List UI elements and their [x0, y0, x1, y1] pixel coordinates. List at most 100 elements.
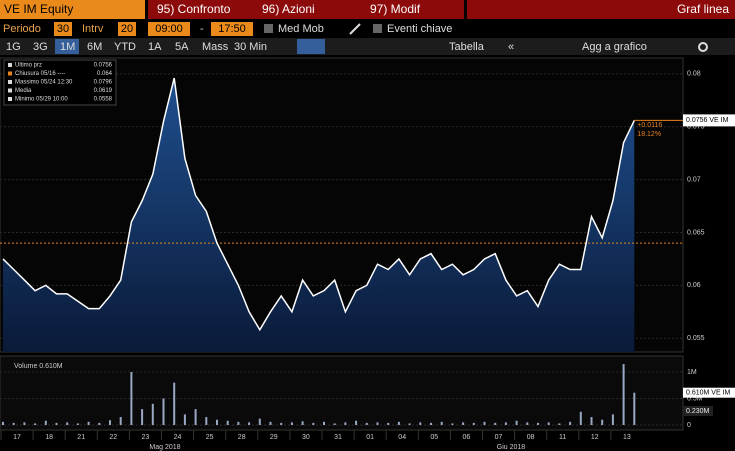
volume-bar: [87, 421, 90, 425]
volume-bar: [547, 422, 550, 425]
legend-name: Ultimo prz: [15, 63, 42, 69]
collapse-button[interactable]: «: [508, 41, 514, 53]
input: 17:50: [218, 23, 246, 35]
x-tick-label: 18: [45, 434, 53, 441]
volume-bar: [173, 382, 176, 425]
volume-bar: [76, 423, 79, 425]
x-tick-label: 08: [527, 434, 535, 441]
bar-size[interactable]: 30 Min: [234, 41, 267, 53]
volume-bar: [269, 421, 272, 425]
range-button[interactable]: 3G: [33, 41, 48, 53]
legend-key: [8, 88, 12, 93]
volume-bar: [290, 422, 293, 425]
legend-value: 0.064: [97, 71, 113, 77]
range-button[interactable]: 1M: [60, 41, 75, 53]
y-tick-label: 0.075: [687, 124, 705, 131]
range-button[interactable]: YTD: [114, 41, 136, 53]
label: Periodo: [3, 23, 41, 35]
input-box[interactable]: [211, 22, 253, 36]
input-box[interactable]: [148, 22, 190, 36]
range-button[interactable]: 1G: [6, 41, 21, 53]
ticker-box: [0, 0, 145, 19]
x-tick-label: 01: [366, 434, 374, 441]
input-box[interactable]: [118, 22, 136, 36]
volume-bar: [515, 420, 518, 425]
volume-bar: [611, 414, 614, 425]
volume-bar: [194, 409, 197, 425]
month-label: Mag 2018: [149, 444, 180, 451]
x-tick-label: 13: [623, 434, 631, 441]
label: Eventi chiave: [387, 23, 452, 35]
pen-icon: [349, 23, 361, 35]
input-box[interactable]: [54, 22, 72, 36]
volume-title: Volume 0.610M: [14, 363, 63, 370]
volume-bar: [633, 392, 636, 425]
volume-bar: [12, 422, 15, 425]
volume-tag: [683, 387, 735, 398]
volume-bar: [537, 422, 539, 425]
change-pct: 18.12%: [637, 131, 661, 138]
volume-bar: [205, 417, 208, 425]
line-tool[interactable]: [297, 39, 325, 54]
menu-item[interactable]: 95) Confronto: [157, 2, 231, 16]
range-button[interactable]: 1A: [148, 41, 162, 53]
volume-bar: [248, 422, 251, 425]
volume-bar: [130, 372, 133, 425]
dash: -: [200, 23, 204, 35]
range-button[interactable]: 5A: [175, 41, 189, 53]
volume-bar: [141, 409, 144, 425]
change: +0.0116: [637, 122, 662, 129]
y-tick-label: 0.065: [687, 229, 705, 236]
toolbar-bg: [0, 38, 735, 55]
menu-item[interactable]: 96) Azioni: [262, 2, 315, 16]
legend-key: [8, 97, 12, 101]
x-tick-label: 25: [206, 434, 214, 441]
settings-icon[interactable]: [698, 42, 708, 52]
price-line: [2, 77, 635, 332]
view-title: Graf linea: [677, 2, 729, 16]
add-button[interactable]: Agg a grafico: [582, 41, 647, 53]
menu-item[interactable]: 97) Modif: [370, 2, 421, 16]
legend-key: [8, 80, 12, 84]
legend-bg: [3, 59, 117, 106]
volume-bar: [280, 422, 283, 425]
last-tag: [683, 114, 735, 127]
x-tick-label: 05: [430, 434, 438, 441]
volume-last: 0.610M VE IM: [686, 390, 731, 397]
x-tick-label: 21: [77, 434, 85, 441]
legend-value: 0.0619: [94, 88, 113, 94]
range-button[interactable]: 6M: [87, 41, 102, 53]
checkbox[interactable]: [264, 24, 273, 33]
legend-name: Massimo 05/24 12:30: [15, 80, 73, 86]
volume-bar: [569, 421, 572, 425]
x-tick-label: 11: [559, 434, 566, 441]
volume-bar: [98, 422, 101, 425]
volume-bar: [504, 422, 507, 425]
volume-bar: [55, 422, 58, 425]
y-tick-label: 1M: [687, 369, 697, 376]
volume-bar: [376, 422, 379, 425]
volume-bar: [162, 398, 165, 425]
legend-name: Chiusura 05/16 ----: [15, 71, 65, 77]
view-bar: [467, 0, 735, 19]
volume-bar: [109, 420, 111, 425]
x-tick-label: 04: [398, 434, 406, 441]
table-button[interactable]: Tabella: [449, 41, 485, 53]
label: Med Mob: [278, 23, 324, 35]
y-tick-label: 0.06: [687, 282, 701, 289]
x-tick-label: 07: [495, 434, 503, 441]
label: Intrv: [82, 23, 104, 35]
volume-bar: [579, 411, 582, 425]
volume-bar: [151, 403, 154, 425]
volume-bar: [258, 418, 261, 425]
volume-bar: [323, 421, 325, 425]
volume-bar: [440, 421, 443, 425]
volume-bar: [387, 422, 390, 425]
checkbox[interactable]: [373, 24, 382, 33]
x-tick-label: 29: [270, 434, 278, 441]
legend-name: Media: [15, 88, 32, 94]
x-tick-label: 17: [13, 434, 21, 441]
volume-bar: [601, 419, 604, 425]
range-button[interactable]: Mass: [202, 41, 229, 53]
volume-bar: [301, 421, 304, 425]
